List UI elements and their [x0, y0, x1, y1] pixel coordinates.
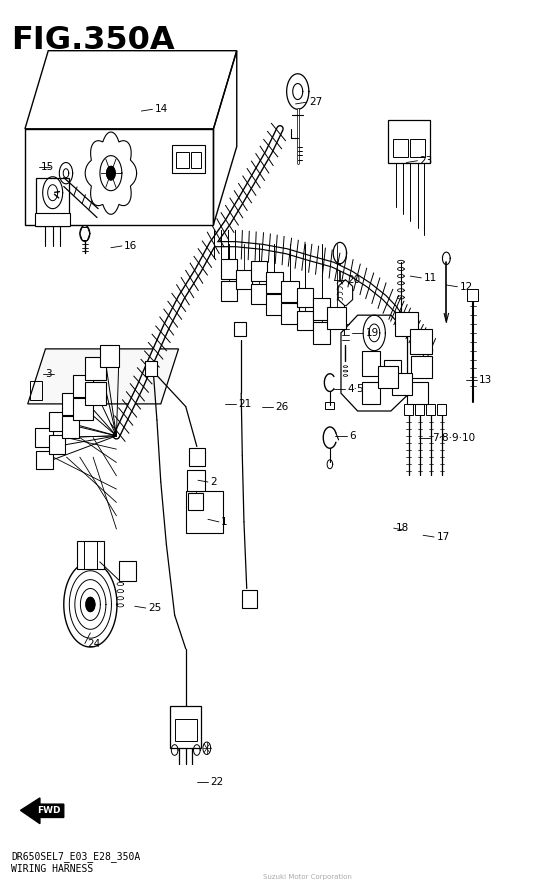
Bar — [234, 322, 246, 337]
Bar — [49, 435, 66, 455]
Bar — [176, 152, 189, 168]
Text: 11: 11 — [423, 273, 437, 283]
Text: 3: 3 — [45, 369, 52, 379]
Text: 17: 17 — [436, 532, 450, 542]
Polygon shape — [338, 280, 353, 306]
Text: 4·5: 4·5 — [348, 384, 364, 394]
Text: 26: 26 — [276, 402, 289, 412]
Bar — [388, 120, 430, 163]
Bar — [49, 412, 66, 431]
Bar — [379, 366, 398, 388]
Text: 16: 16 — [124, 241, 137, 251]
Text: 15: 15 — [41, 162, 54, 172]
Bar — [395, 312, 418, 337]
Bar — [410, 139, 425, 157]
Bar — [325, 402, 334, 409]
Bar — [251, 261, 267, 280]
Text: WIRING HARNESS: WIRING HARNESS — [11, 864, 94, 874]
Bar — [73, 375, 93, 397]
Bar — [25, 129, 213, 225]
Bar — [327, 306, 346, 329]
Bar — [85, 357, 106, 380]
Polygon shape — [85, 132, 137, 214]
Bar — [312, 298, 330, 320]
Bar — [265, 294, 283, 315]
Text: 2: 2 — [210, 477, 217, 487]
Bar — [35, 428, 53, 447]
Bar — [242, 590, 257, 608]
Bar — [411, 355, 432, 378]
Text: 27: 27 — [309, 97, 322, 107]
Bar — [189, 448, 204, 466]
Text: 13: 13 — [479, 375, 492, 385]
Polygon shape — [86, 597, 95, 612]
Polygon shape — [341, 315, 408, 411]
Text: 22: 22 — [210, 777, 223, 787]
Polygon shape — [107, 166, 115, 179]
Bar — [85, 381, 106, 405]
Text: DR650SEL7_E03_E28_350A: DR650SEL7_E03_E28_350A — [11, 851, 141, 862]
Bar — [62, 393, 80, 414]
Text: FIG.350A: FIG.350A — [11, 25, 175, 56]
Text: 20: 20 — [348, 275, 361, 285]
Bar — [393, 139, 408, 157]
Polygon shape — [21, 798, 64, 823]
Bar — [362, 381, 380, 404]
Bar — [468, 288, 478, 301]
Bar — [312, 322, 330, 344]
Bar — [188, 493, 203, 511]
Bar — [251, 284, 267, 304]
Text: 19: 19 — [365, 328, 379, 338]
Bar — [186, 491, 223, 533]
Bar — [416, 404, 424, 414]
Text: 14: 14 — [155, 104, 168, 114]
Bar — [187, 470, 204, 491]
Bar — [73, 398, 93, 421]
Text: 24: 24 — [87, 638, 100, 648]
Bar — [236, 270, 252, 289]
Bar — [404, 404, 413, 414]
Bar — [172, 145, 205, 173]
Polygon shape — [333, 242, 347, 263]
Bar — [175, 719, 197, 741]
Text: 25: 25 — [148, 603, 161, 613]
Bar — [35, 213, 71, 227]
Bar — [100, 345, 119, 367]
Bar — [36, 178, 69, 227]
Bar — [281, 280, 299, 302]
Bar — [36, 451, 53, 469]
Text: 1: 1 — [221, 517, 228, 527]
Bar — [170, 705, 201, 748]
Text: FWD: FWD — [38, 805, 61, 814]
Polygon shape — [28, 349, 179, 404]
Bar — [426, 404, 435, 414]
Bar — [221, 281, 237, 301]
Bar — [410, 330, 432, 355]
Bar — [77, 540, 104, 569]
Text: 6: 6 — [349, 430, 356, 441]
Bar — [30, 380, 42, 400]
Bar — [297, 288, 313, 307]
Bar — [392, 373, 412, 396]
Bar — [297, 311, 313, 330]
Bar — [407, 382, 428, 405]
Text: 12: 12 — [460, 282, 473, 292]
Text: 21: 21 — [238, 399, 251, 409]
Bar — [119, 561, 136, 580]
Text: 7·8·9·10: 7·8·9·10 — [432, 432, 475, 443]
Bar — [437, 404, 446, 414]
Bar — [145, 362, 157, 375]
Bar — [192, 152, 201, 168]
Text: 23: 23 — [420, 155, 433, 166]
Bar — [265, 271, 283, 293]
Bar — [362, 351, 380, 375]
Bar — [384, 361, 401, 382]
Bar — [62, 416, 80, 438]
Text: 18: 18 — [396, 523, 409, 533]
Bar — [281, 303, 299, 324]
Bar — [221, 259, 237, 279]
Text: Suzuki Motor Corporation: Suzuki Motor Corporation — [263, 873, 352, 880]
